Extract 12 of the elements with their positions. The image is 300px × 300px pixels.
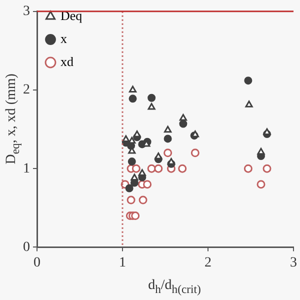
x-axis-title: d$_{h}$/d$_{h(crit)}$: [147, 278, 202, 296]
y-tick-label: 3: [23, 4, 30, 20]
x-tick-label: 2: [204, 255, 212, 270]
x-tick-label: 3: [290, 255, 297, 270]
legend-label: Deq: [60, 8, 83, 23]
legend-label: xd: [60, 54, 74, 69]
y-tick-label: 0: [23, 240, 30, 255]
legend-label: x: [60, 30, 68, 46]
x-tick-label: 0: [34, 255, 40, 270]
y-tick-label: 2: [23, 82, 30, 98]
y-tick-label: 1: [23, 161, 30, 176]
x-tick-label: 1: [119, 255, 126, 270]
